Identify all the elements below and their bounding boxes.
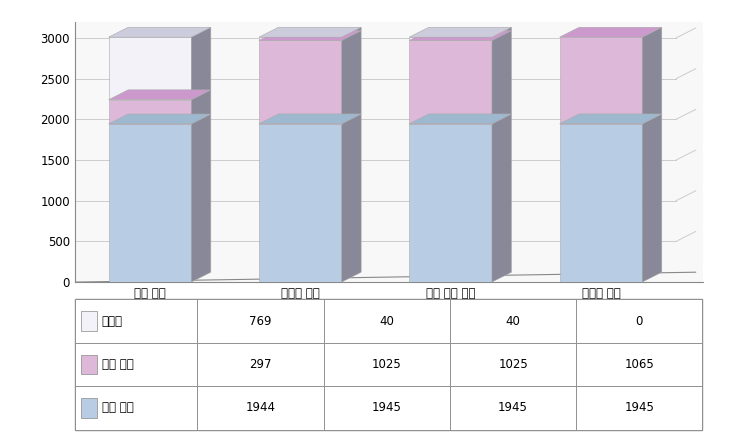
Polygon shape xyxy=(259,114,361,124)
Text: 1945: 1945 xyxy=(372,401,402,414)
Text: 오답 개수: 오답 개수 xyxy=(102,358,133,371)
Polygon shape xyxy=(108,100,191,124)
FancyBboxPatch shape xyxy=(324,299,450,343)
Polygon shape xyxy=(259,27,361,37)
Polygon shape xyxy=(191,90,211,124)
Text: 1944: 1944 xyxy=(245,401,275,414)
Polygon shape xyxy=(342,27,361,40)
FancyBboxPatch shape xyxy=(576,343,702,386)
Polygon shape xyxy=(191,27,211,100)
FancyBboxPatch shape xyxy=(197,299,324,343)
Text: 미판단: 미판단 xyxy=(102,315,123,328)
Text: 1945: 1945 xyxy=(498,401,528,414)
FancyBboxPatch shape xyxy=(324,343,450,386)
Polygon shape xyxy=(108,90,211,100)
Bar xyxy=(81,312,96,331)
FancyBboxPatch shape xyxy=(324,386,450,430)
FancyBboxPatch shape xyxy=(576,386,702,430)
FancyBboxPatch shape xyxy=(450,386,576,430)
Text: 1025: 1025 xyxy=(498,358,528,371)
Polygon shape xyxy=(342,114,361,282)
Polygon shape xyxy=(108,37,191,100)
Polygon shape xyxy=(108,124,191,282)
Polygon shape xyxy=(409,114,512,124)
Bar xyxy=(81,355,96,374)
Text: 0: 0 xyxy=(636,315,643,328)
Polygon shape xyxy=(259,124,342,282)
Polygon shape xyxy=(342,30,361,124)
FancyBboxPatch shape xyxy=(197,343,324,386)
FancyBboxPatch shape xyxy=(450,343,576,386)
Text: 정답 개수: 정답 개수 xyxy=(102,401,133,414)
Text: 40: 40 xyxy=(506,315,521,328)
Polygon shape xyxy=(409,124,492,282)
Text: 40: 40 xyxy=(379,315,394,328)
Text: 1065: 1065 xyxy=(625,358,654,371)
Polygon shape xyxy=(259,40,342,124)
FancyBboxPatch shape xyxy=(75,386,197,430)
FancyBboxPatch shape xyxy=(450,299,576,343)
Polygon shape xyxy=(643,27,662,124)
Polygon shape xyxy=(409,40,492,124)
Polygon shape xyxy=(108,27,211,37)
FancyBboxPatch shape xyxy=(576,299,702,343)
Polygon shape xyxy=(560,37,643,124)
Polygon shape xyxy=(492,27,512,40)
Polygon shape xyxy=(643,114,662,282)
Text: 1025: 1025 xyxy=(372,358,402,371)
Polygon shape xyxy=(409,37,492,40)
Polygon shape xyxy=(191,114,211,282)
Polygon shape xyxy=(560,27,662,37)
FancyBboxPatch shape xyxy=(197,386,324,430)
Polygon shape xyxy=(560,124,643,282)
Polygon shape xyxy=(259,30,361,40)
Polygon shape xyxy=(492,114,512,282)
FancyBboxPatch shape xyxy=(75,299,197,343)
Polygon shape xyxy=(108,114,211,124)
Polygon shape xyxy=(560,114,662,124)
FancyBboxPatch shape xyxy=(75,299,702,430)
Text: 297: 297 xyxy=(249,358,272,371)
Polygon shape xyxy=(492,30,512,124)
Polygon shape xyxy=(259,37,342,40)
Text: 769: 769 xyxy=(249,315,272,328)
Polygon shape xyxy=(409,30,512,40)
Polygon shape xyxy=(409,27,512,37)
FancyBboxPatch shape xyxy=(75,343,197,386)
Text: 1945: 1945 xyxy=(625,401,654,414)
Bar xyxy=(81,398,96,418)
